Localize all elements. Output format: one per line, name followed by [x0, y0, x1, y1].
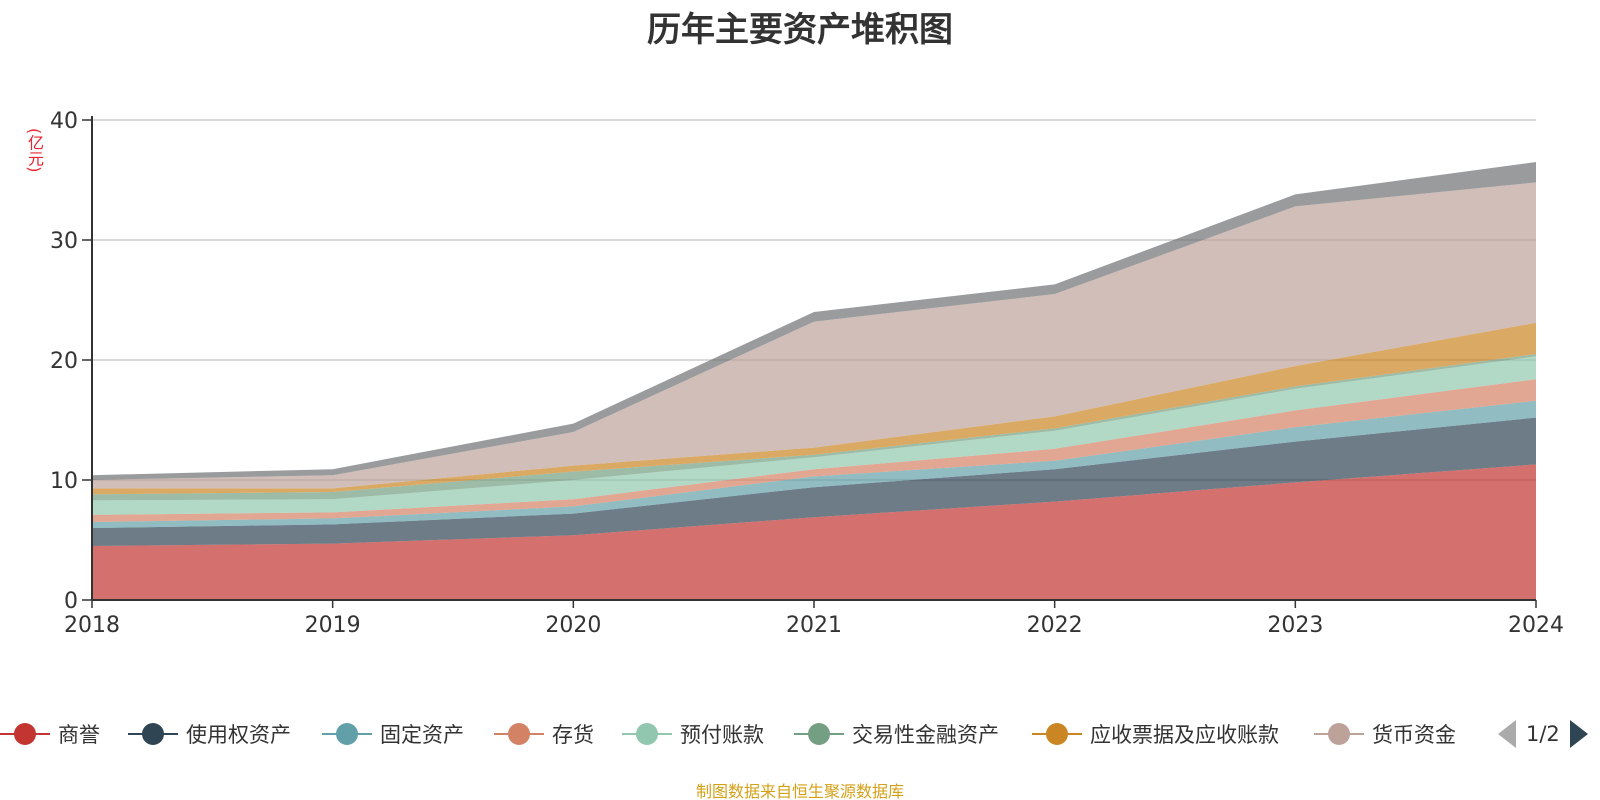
legend-item[interactable]: 货币资金 [1314, 710, 1456, 758]
legend-marker-icon [1032, 722, 1082, 746]
legend-marker-icon [494, 722, 544, 746]
y-tick-label: 30 [50, 229, 78, 254]
legend-item[interactable]: 固定资产 [322, 710, 464, 758]
axis-layer: 0 10 20 30 40 2018 2019 2020 2021 2022 2023 2024 [50, 109, 1564, 638]
legend-item[interactable]: 应收票据及应收账款 [1032, 710, 1279, 758]
legend-label: 应收票据及应收账款 [1090, 723, 1279, 747]
chart-title: 历年主要资产堆积图 [647, 10, 953, 50]
area-series-0[interactable] [92, 464, 1536, 600]
y-tick-label: 10 [50, 469, 78, 494]
y-tick-label: 0 [64, 589, 78, 614]
area-series-8[interactable] [92, 162, 1536, 480]
legend-item[interactable]: 使用权资产 [128, 710, 291, 758]
legend-item[interactable]: 交易性金融资产 [794, 710, 999, 758]
legend-items: 商誉 使用权资产 固定资产 存货 预付账款 交易性金融资产 应收票据及应收账款 货币资金 [0, 710, 1482, 758]
x-tick-label: 2019 [305, 613, 361, 638]
legend-label: 使用权资产 [186, 723, 291, 747]
x-tick-label: 2018 [64, 613, 120, 638]
legend-label: 存货 [552, 723, 594, 747]
source-note: 制图数据来自恒生聚源数据库 [695, 782, 904, 800]
legend-page-indicator: 1/2 [1526, 722, 1560, 746]
y-tick-label: 20 [50, 349, 78, 374]
x-tick-label: 2022 [1027, 613, 1083, 638]
legend-item[interactable]: 商誉 [0, 710, 100, 758]
legend-label: 商誉 [58, 723, 100, 747]
legend-marker-icon [794, 722, 844, 746]
legend-marker-icon [1314, 722, 1364, 746]
x-tick-label: 2021 [786, 613, 842, 638]
legend-marker-icon [0, 722, 50, 746]
legend-label: 交易性金融资产 [852, 723, 999, 747]
legend-item[interactable]: 存货 [494, 710, 594, 758]
x-tick-label: 2020 [545, 613, 601, 638]
legend-prev-page-icon[interactable] [1498, 720, 1516, 748]
area-series-7[interactable] [92, 182, 1536, 489]
legend-label: 预付账款 [680, 723, 764, 747]
legend-item[interactable]: 预付账款 [622, 710, 764, 758]
legend-next-page-icon[interactable] [1569, 720, 1588, 748]
legend-label: 货币资金 [1372, 723, 1456, 747]
area-layer [92, 162, 1536, 600]
legend-marker-icon [128, 722, 178, 746]
y-axis-unit-label: (亿元) [25, 127, 44, 173]
legend: 商誉 使用权资产 固定资产 存货 预付账款 交易性金融资产 应收票据及应收账款 货币资金 1/… [0, 710, 1600, 758]
area-series-1[interactable] [92, 417, 1536, 546]
y-tick-label: 40 [50, 109, 78, 134]
legend-marker-icon [622, 722, 672, 746]
chart-plot: 0 10 20 30 40 2018 2019 2020 2021 2022 2023 2024 [50, 109, 1564, 638]
x-tick-label: 2023 [1267, 613, 1323, 638]
legend-label: 固定资产 [380, 723, 464, 747]
legend-marker-icon [322, 722, 372, 746]
x-tick-label: 2024 [1508, 613, 1564, 638]
legend-pager: 1/2 [1498, 710, 1588, 758]
